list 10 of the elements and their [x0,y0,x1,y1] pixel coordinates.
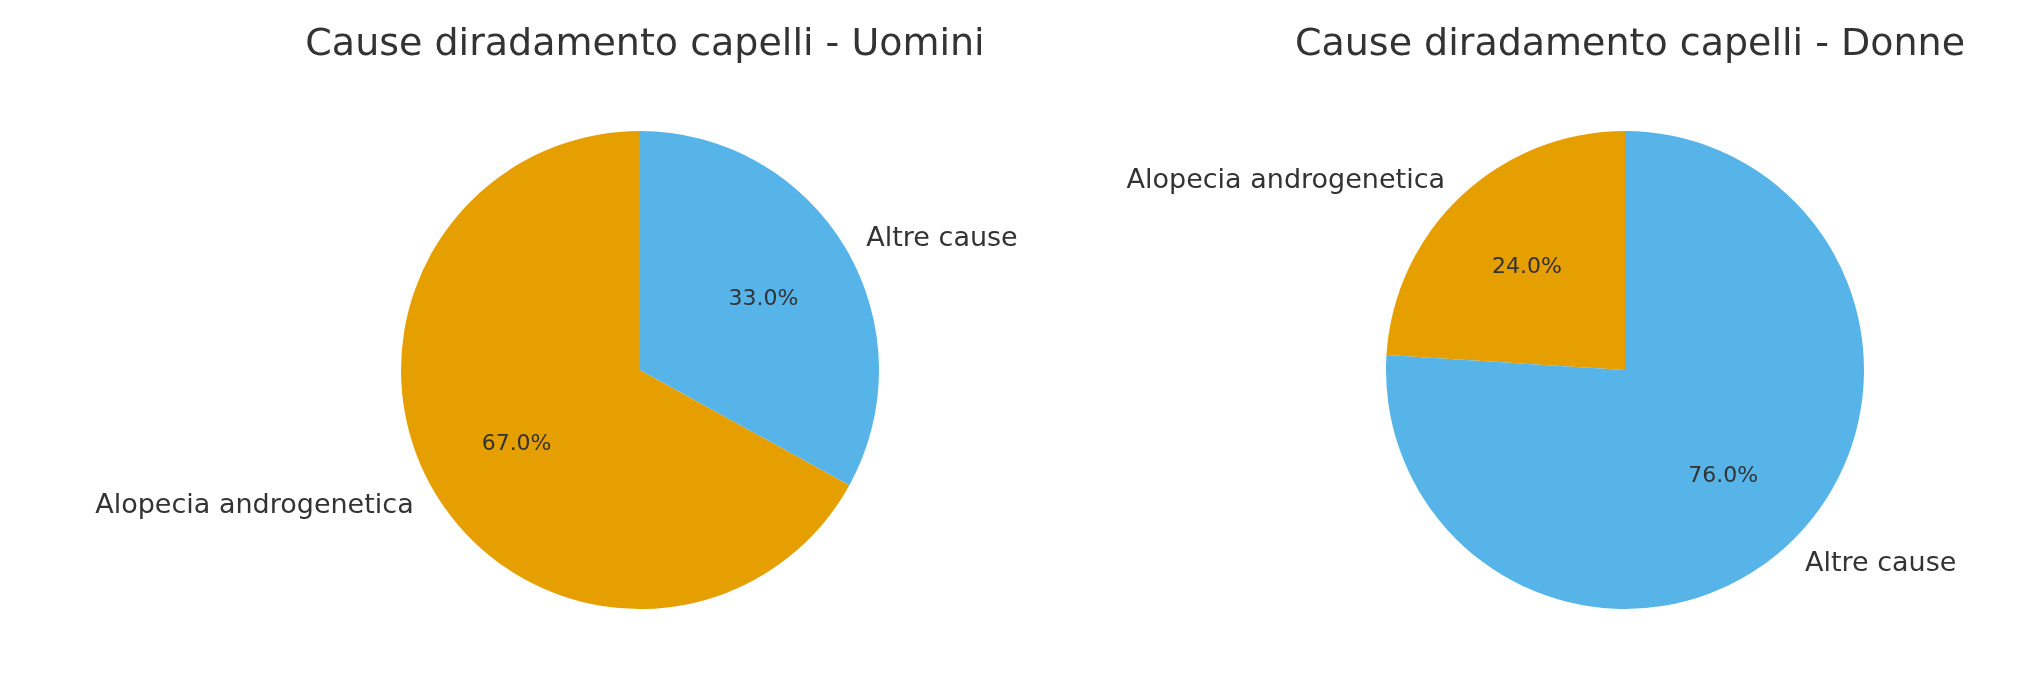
data-label: 24.0% [1491,252,1562,278]
slice-label: Alopecia androgenetica [95,488,414,520]
data-label: 33.0% [728,284,799,310]
slice-label: Alopecia androgenetica [1126,162,1446,194]
data-label: 76.0% [1688,462,1759,488]
chart-title: Cause diradamento capelli - Uomini [305,20,985,64]
data-label: 67.0% [481,430,552,456]
chart-title: Cause diradamento capelli - Donne [1294,20,1966,64]
slice-label: Altre cause [1804,546,1957,578]
slice-label: Altre cause [866,220,1018,252]
